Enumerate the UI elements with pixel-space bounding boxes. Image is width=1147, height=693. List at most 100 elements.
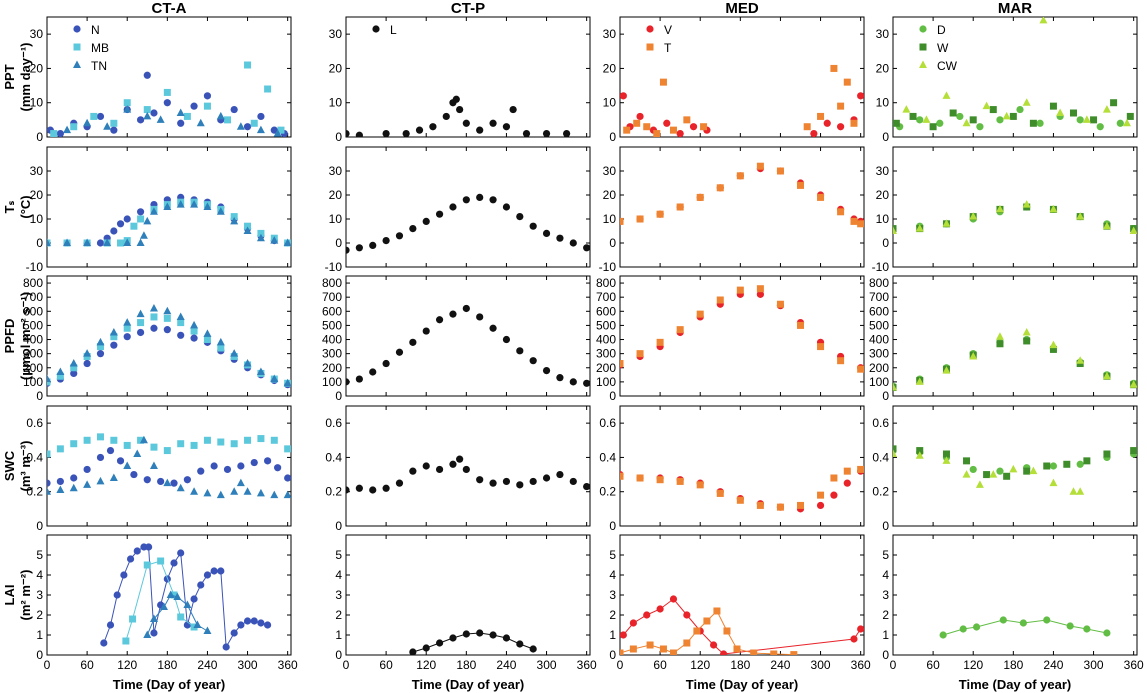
data-point [1090, 116, 1098, 124]
data-point [620, 217, 624, 225]
data-point [96, 433, 104, 441]
data-point [150, 443, 158, 451]
y-tick-label: 30 [329, 27, 343, 41]
data-point [96, 453, 105, 462]
data-point [355, 484, 363, 492]
y-tick-label: 5 [882, 548, 889, 562]
data-point [150, 313, 158, 321]
x-tick-label: 300 [811, 658, 831, 672]
y-tick-label: 0 [335, 648, 342, 662]
data-point [939, 631, 947, 639]
data-point [837, 123, 845, 131]
data-point [713, 607, 721, 615]
data-point [69, 483, 78, 492]
panel-ct-p-lai: 0 1 2 3 4 5 0 60 120 180 240 300 360 [335, 534, 597, 672]
data-point [163, 314, 171, 322]
data-point [733, 645, 741, 653]
data-point [83, 238, 92, 246]
y-tick-label: 3 [609, 588, 616, 602]
data-point [449, 460, 457, 468]
x-axis-label: Time (Day of year) [686, 677, 798, 692]
data-point [170, 559, 178, 567]
data-point [857, 220, 864, 228]
data-layer [47, 193, 291, 247]
data-point [633, 119, 641, 127]
data-point [256, 125, 265, 134]
data-point [243, 487, 252, 495]
data-point [989, 106, 997, 114]
data-point [893, 119, 900, 127]
data-point [429, 123, 437, 131]
data-point [230, 213, 238, 221]
y-tick-label: 400 [869, 333, 889, 347]
y-tick-label: 10 [30, 96, 44, 110]
y-tick-label: 0 [609, 389, 616, 403]
y-tick-label: 4 [882, 568, 889, 582]
data-point [163, 306, 172, 315]
y-tick-label: 0.2 [872, 485, 889, 499]
y-axis-label: LAI [2, 585, 17, 606]
data-point [969, 212, 978, 220]
data-point [137, 319, 145, 327]
data-point [277, 126, 285, 134]
series-line [146, 594, 208, 636]
data-point [355, 131, 363, 137]
y-tick-label: 30 [876, 27, 890, 41]
data-point [669, 649, 677, 655]
data-point [257, 229, 265, 237]
data-point [116, 220, 125, 228]
data-point [1022, 327, 1031, 336]
y-tick-label: 500 [596, 318, 616, 332]
y-tick-label: 3 [882, 588, 889, 602]
data-point [203, 436, 211, 444]
x-tick-label: 300 [238, 658, 258, 672]
data-point [556, 374, 564, 382]
data-point [756, 162, 764, 170]
x-tick-label: 240 [770, 658, 790, 672]
data-point [922, 115, 931, 123]
legend-marker [646, 25, 654, 33]
data-point [243, 359, 252, 367]
data-point [103, 122, 112, 130]
y-tick-label: 0.6 [26, 416, 43, 430]
data-point [1103, 629, 1111, 637]
y-tick-label: 2 [36, 608, 43, 622]
data-point [1069, 109, 1077, 117]
data-point [700, 123, 708, 131]
data-point [956, 112, 964, 121]
plot-frame [345, 275, 591, 397]
legend-marker [919, 25, 927, 33]
data-point [696, 310, 704, 318]
data-point [395, 479, 404, 487]
data-point [143, 216, 152, 225]
data-point [949, 109, 957, 117]
data-point [790, 651, 798, 655]
data-point [176, 108, 185, 116]
data-point [230, 216, 239, 225]
data-point [502, 203, 511, 211]
legend-label: MB [91, 41, 109, 55]
data-point [837, 357, 845, 365]
data-point [123, 461, 132, 469]
panel-ct-a-swc: 0 0.2 0.4 0.6 [26, 405, 292, 533]
x-tick-label: 60 [653, 658, 667, 672]
data-point [583, 482, 590, 491]
data-point [942, 366, 951, 374]
y-tick-label: 0 [609, 519, 616, 533]
data-point [143, 630, 152, 638]
data-point [893, 449, 897, 457]
data-point [143, 561, 151, 569]
data-layer [47, 433, 291, 499]
data-point [489, 479, 497, 487]
data-point [830, 474, 838, 482]
x-tick-label: 120 [117, 658, 137, 672]
data-point [709, 641, 718, 649]
data-point [63, 125, 72, 134]
data-point [47, 374, 51, 383]
data-point [893, 445, 897, 453]
data-point [1066, 622, 1074, 630]
data-point [796, 181, 804, 189]
data-point [736, 496, 744, 504]
data-point [969, 116, 977, 124]
